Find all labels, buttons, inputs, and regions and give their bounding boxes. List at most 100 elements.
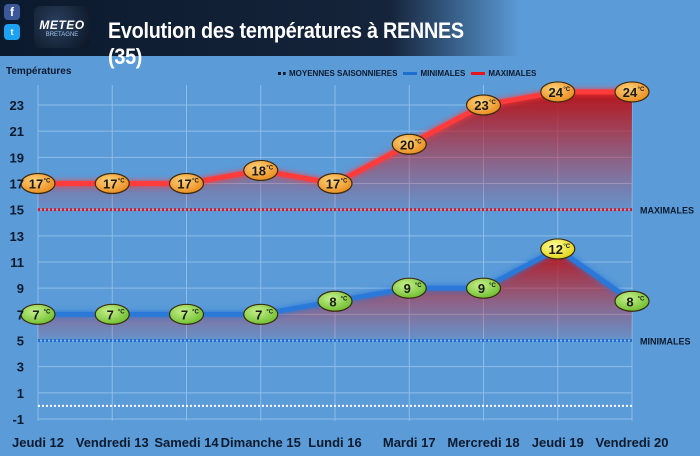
facebook-icon[interactable]: f bbox=[4, 4, 20, 20]
badge-value: 9 bbox=[478, 281, 485, 296]
badge-value: 7 bbox=[181, 307, 188, 322]
social-links: f t bbox=[4, 2, 28, 44]
legend-item-moyennes: MOYENNES SAISONNIERES bbox=[278, 69, 397, 78]
badge-shape bbox=[391, 133, 427, 155]
badge-unit: °C bbox=[118, 309, 125, 315]
badge-value: 17 bbox=[177, 177, 191, 192]
y-axis-label: Températures bbox=[6, 66, 72, 77]
y-tick-label: 7 bbox=[17, 307, 24, 322]
badge-unit: °C bbox=[118, 179, 125, 185]
badge-shape bbox=[317, 290, 353, 312]
badge-value: 7 bbox=[255, 307, 262, 322]
logo-text: METEO bbox=[39, 18, 85, 32]
x-tick-label: Vendredi 13 bbox=[76, 435, 149, 450]
badge-unit: °C bbox=[415, 139, 422, 145]
badge-unit: °C bbox=[638, 296, 645, 302]
y-tick-label: 19 bbox=[10, 150, 24, 165]
y-tick-label: 13 bbox=[10, 229, 24, 244]
badge-value: 12 bbox=[549, 242, 563, 257]
badge-shape bbox=[465, 94, 502, 116]
chart-title: Evolution des températures à RENNES (35) bbox=[108, 18, 464, 69]
badge-unit: °C bbox=[192, 179, 199, 185]
legend-label-moyennes: MOYENNES SAISONNIERES bbox=[289, 68, 398, 78]
badge-shape bbox=[20, 303, 56, 325]
badge-value: 8 bbox=[329, 294, 336, 309]
value-badge: 18 °C bbox=[243, 159, 279, 182]
badge-value: 17 bbox=[29, 177, 43, 192]
y-tick-label: 17 bbox=[10, 177, 24, 192]
badge-value: 17 bbox=[103, 177, 117, 192]
value-badge: 8 °C bbox=[614, 290, 650, 312]
badge-shape bbox=[20, 172, 56, 195]
legend-item-minimales: MINIMALES bbox=[403, 69, 465, 78]
legend-label-maximales: MAXIMALES bbox=[488, 68, 537, 78]
badge-shape bbox=[391, 277, 427, 299]
badge-value: 18 bbox=[252, 163, 266, 178]
seasonal-average-label: MAXIMALES bbox=[640, 206, 694, 216]
x-tick-label: Jeudi 12 bbox=[12, 435, 64, 450]
x-tick-label: Lundi 16 bbox=[308, 435, 361, 450]
badge-unit: °C bbox=[341, 179, 348, 185]
legend-label-minimales: MINIMALES bbox=[420, 68, 466, 78]
badge-unit: °C bbox=[266, 309, 273, 315]
value-badge: 7 °C bbox=[168, 303, 205, 325]
badge-value: 7 bbox=[32, 307, 39, 322]
value-badge: 7 °C bbox=[94, 303, 130, 325]
value-badge: 9 °C bbox=[465, 277, 502, 299]
badge-shape bbox=[168, 303, 205, 325]
badge-value: 7 bbox=[107, 307, 114, 322]
value-badge: 7 °C bbox=[20, 303, 56, 325]
y-tick-label: 11 bbox=[10, 255, 24, 270]
badge-unit: °C bbox=[341, 296, 348, 302]
value-badge: 17 °C bbox=[20, 172, 56, 195]
badge-unit: °C bbox=[563, 244, 570, 250]
y-tick-label: 9 bbox=[17, 281, 24, 296]
badge-value: 24 bbox=[623, 85, 638, 100]
value-badge: 23 °C bbox=[465, 94, 502, 116]
seasonal-average-label: MINIMALES bbox=[640, 337, 691, 347]
badge-unit: °C bbox=[563, 87, 570, 93]
value-badge: 24 °C bbox=[614, 81, 650, 103]
value-badge: 20 °C bbox=[391, 133, 427, 155]
x-tick-label: Vendredi 20 bbox=[596, 435, 669, 450]
value-badges: 17 °C 17 °C 17 °C18 °C17 °C20 °C23 °C24 °C 24 °C7 °C 7… bbox=[20, 81, 650, 325]
x-tick-labels: Jeudi 12 Vendredi 13 Samedi 14 Dimanche 15 L… bbox=[12, 435, 669, 450]
y-tick-label: 21 bbox=[10, 124, 24, 139]
legend: MOYENNES SAISONNIERES MINIMALES MAXIMALE… bbox=[278, 67, 536, 79]
y-tick-label: 3 bbox=[17, 360, 24, 375]
max-area-fill bbox=[38, 91, 632, 210]
value-badge: 7 °C bbox=[243, 303, 279, 325]
badge-unit: °C bbox=[44, 309, 51, 315]
badge-shape bbox=[168, 172, 205, 195]
value-badge: 8 °C bbox=[317, 290, 353, 312]
x-tick-label: Jeudi 19 bbox=[532, 435, 584, 450]
value-badge: 9 °C bbox=[391, 277, 427, 299]
value-badge: 17 °C bbox=[94, 172, 130, 195]
y-tick-label: 15 bbox=[10, 203, 24, 218]
badge-value: 24 bbox=[549, 85, 564, 100]
badge-unit: °C bbox=[192, 309, 199, 315]
x-tick-label: Samedi 14 bbox=[154, 435, 219, 450]
badge-shape bbox=[317, 172, 353, 195]
badge-shape bbox=[94, 303, 130, 325]
badge-unit: °C bbox=[415, 283, 422, 289]
logo-subtext: BRETAGNE bbox=[45, 32, 79, 38]
legend-item-maximales: MAXIMALES bbox=[471, 69, 536, 78]
badge-value: 20 bbox=[400, 137, 414, 152]
badge-shape bbox=[243, 303, 279, 325]
legend-swatch-minimales bbox=[403, 71, 418, 75]
x-tick-label: Mardi 17 bbox=[383, 435, 436, 450]
value-badge: 17 °C bbox=[317, 172, 353, 195]
twitter-icon[interactable]: t bbox=[4, 24, 20, 40]
y-tick-label: 1 bbox=[17, 386, 24, 401]
y-tick-label: -1 bbox=[12, 412, 24, 427]
x-tick-label: Dimanche 15 bbox=[221, 435, 301, 450]
value-badge: 24 °C bbox=[540, 81, 576, 103]
legend-swatch-maximales bbox=[471, 71, 486, 75]
seasonal-average-lines: MAXIMALES MINIMALES bbox=[38, 206, 694, 347]
badge-unit: °C bbox=[638, 87, 645, 93]
badge-shape bbox=[94, 172, 130, 195]
badge-value: 8 bbox=[626, 294, 633, 309]
